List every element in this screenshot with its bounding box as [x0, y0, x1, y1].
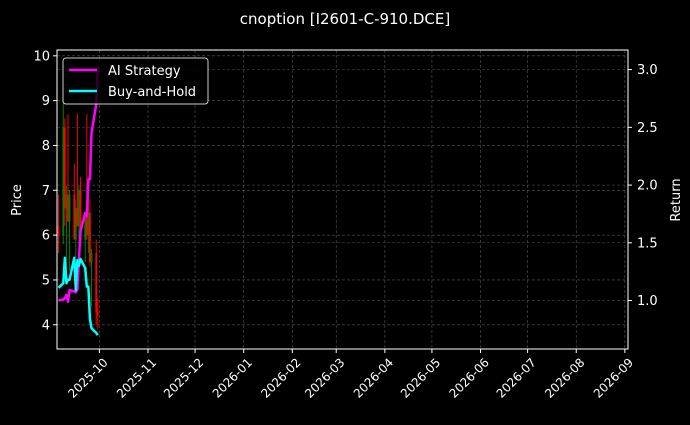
x-tick-label: 2026-05	[398, 355, 443, 400]
candle-body	[74, 208, 77, 240]
y-tick-label: 10	[33, 49, 50, 64]
candle-body	[87, 212, 90, 236]
y2-tick-label: 1.5	[637, 236, 658, 251]
candle-body	[79, 190, 82, 240]
y-axis-label: Price	[10, 184, 25, 216]
chart-title: cnoption [I2601-C-910.DCE]	[240, 10, 450, 28]
y-tick-label: 7	[42, 184, 50, 199]
x-tick-label: 2026-04	[351, 355, 396, 400]
candle-body	[68, 194, 71, 222]
candle-body	[73, 194, 76, 240]
candle-body	[90, 253, 93, 263]
y2-tick-label: 3.0	[637, 63, 658, 78]
candle-body	[76, 208, 79, 227]
candle-body	[57, 226, 60, 236]
legend-label-strategy: AI Strategy	[108, 64, 181, 79]
y-tick-label: 5	[42, 273, 50, 288]
candle-body	[84, 217, 87, 240]
candle-body	[62, 127, 65, 236]
candle-body	[89, 212, 91, 263]
candle-body	[65, 194, 68, 209]
x-tick-label: 2026-03	[302, 355, 347, 400]
x-tick-label: 2025-11	[114, 355, 159, 400]
y2-tick-label: 2.0	[637, 179, 658, 194]
y-axis-left: 4 5 6 7 8 9 10	[33, 49, 57, 333]
candle-body	[85, 217, 88, 236]
buyhold-line	[57, 256, 99, 336]
candle-body	[96, 311, 99, 316]
candles	[57, 91, 99, 330]
x-tick-label: 2026-09	[591, 355, 636, 400]
y-tick-label: 8	[42, 139, 50, 154]
x-tick-label: 2026-07	[494, 355, 539, 400]
y2-tick-label: 1.0	[637, 294, 658, 309]
y-axis-right: 1.0 1.5 2.0 2.5 3.0	[628, 63, 658, 309]
legend-label-buyhold: Buy-and-Hold	[108, 85, 196, 100]
y-tick-label: 9	[42, 94, 50, 109]
x-tick-label: 2025-12	[161, 355, 206, 400]
y2-axis-label: Return	[669, 178, 684, 221]
legend-box	[62, 57, 209, 105]
x-tick-label: 2025-10	[65, 355, 110, 400]
series-lines	[57, 67, 100, 336]
candle-body	[67, 194, 69, 222]
x-tick-label: 2026-01	[210, 355, 255, 400]
x-tick-label: 2026-08	[542, 355, 587, 400]
plot-frame	[56, 49, 629, 350]
x-tick-label: 2026-06	[447, 355, 492, 400]
strategy-line	[58, 67, 100, 303]
y-tick-label: 6	[42, 229, 50, 244]
x-axis: 2025-10 2025-11 2025-12 2026-01 2026-022026-…	[65, 349, 636, 401]
candle-body	[95, 253, 98, 312]
legend: AI Strategy Buy-and-Hold	[62, 57, 209, 105]
y-tick-label: 4	[42, 318, 50, 333]
candle-body	[63, 127, 66, 209]
y2-tick-label: 2.5	[637, 121, 658, 136]
candle-body	[78, 190, 80, 227]
x-tick-label: 2026-02	[258, 355, 303, 400]
